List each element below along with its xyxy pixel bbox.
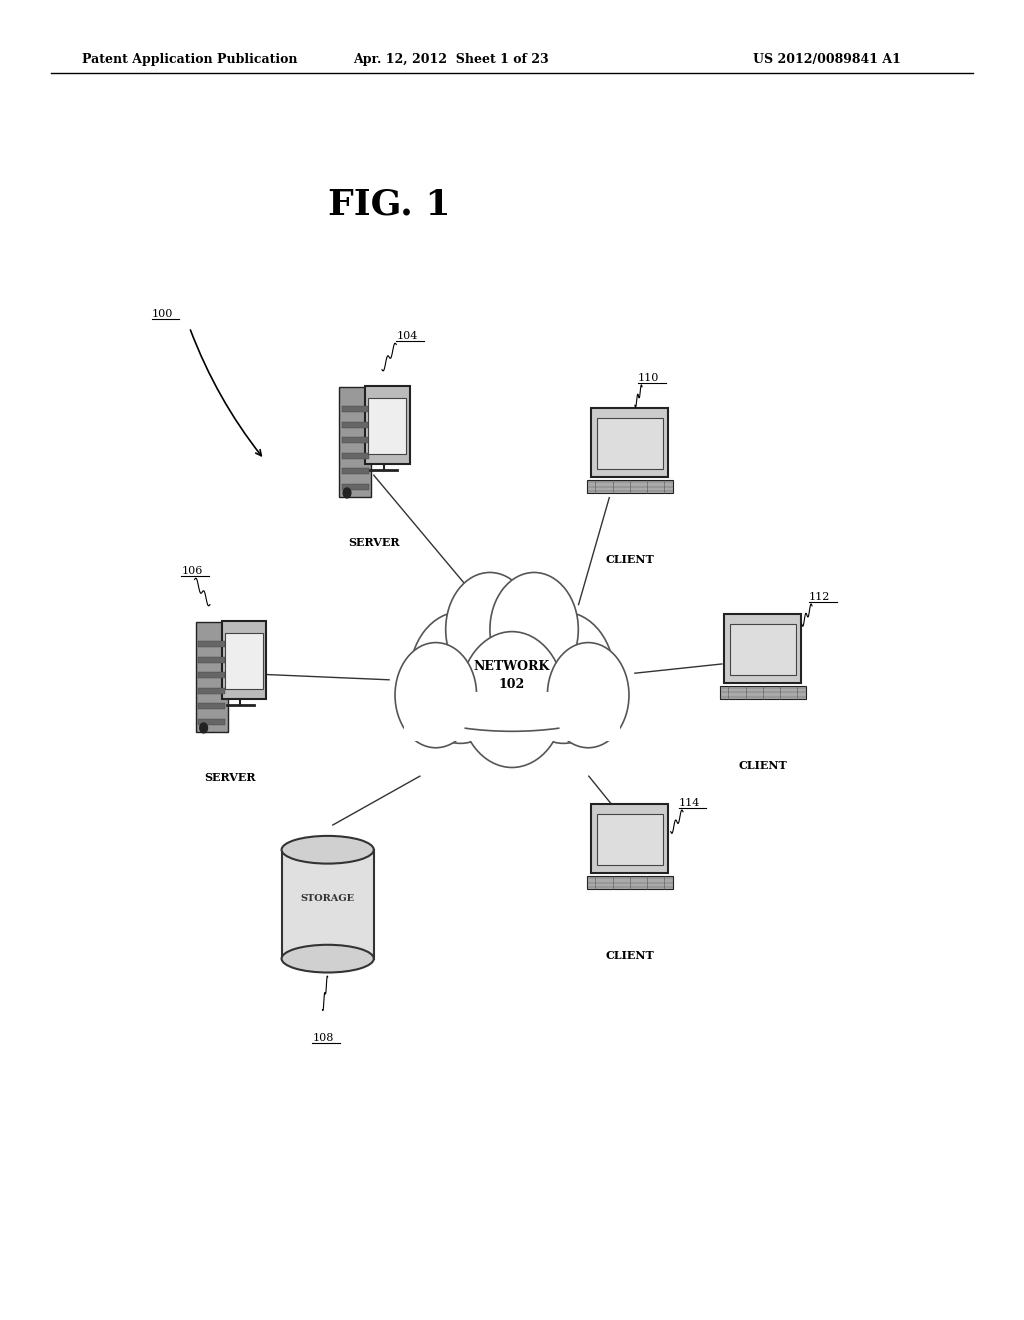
Bar bbox=[365, 387, 410, 463]
Text: 106: 106 bbox=[181, 565, 203, 576]
Text: FIG. 1: FIG. 1 bbox=[328, 187, 451, 222]
Bar bbox=[221, 622, 266, 698]
Circle shape bbox=[410, 612, 511, 743]
Ellipse shape bbox=[282, 945, 374, 973]
Bar bbox=[199, 718, 225, 725]
Text: Apr. 12, 2012  Sheet 1 of 23: Apr. 12, 2012 Sheet 1 of 23 bbox=[352, 53, 549, 66]
Bar bbox=[587, 480, 673, 494]
Text: 108: 108 bbox=[312, 1032, 334, 1043]
Ellipse shape bbox=[282, 836, 374, 863]
Text: 112: 112 bbox=[809, 591, 830, 602]
Bar bbox=[730, 624, 796, 675]
Text: NETWORK
102: NETWORK 102 bbox=[474, 660, 550, 692]
Bar bbox=[342, 453, 369, 459]
Circle shape bbox=[200, 723, 208, 733]
Bar bbox=[342, 422, 369, 428]
Text: STORAGE: STORAGE bbox=[301, 894, 354, 903]
Bar bbox=[403, 692, 621, 741]
Text: SERVER: SERVER bbox=[205, 772, 256, 783]
Bar bbox=[282, 850, 374, 958]
Bar bbox=[199, 672, 225, 678]
Text: CLIENT: CLIENT bbox=[605, 950, 654, 961]
Bar bbox=[369, 397, 407, 454]
Text: CLIENT: CLIENT bbox=[605, 554, 654, 565]
Text: 104: 104 bbox=[396, 330, 418, 341]
Text: US 2012/0089841 A1: US 2012/0089841 A1 bbox=[754, 53, 901, 66]
Text: CLIENT: CLIENT bbox=[738, 760, 787, 771]
Bar bbox=[342, 469, 369, 474]
Bar bbox=[597, 814, 663, 865]
Bar bbox=[587, 876, 673, 890]
Bar bbox=[225, 632, 263, 689]
Bar bbox=[597, 418, 663, 469]
Circle shape bbox=[513, 612, 614, 743]
Bar bbox=[592, 804, 668, 873]
Circle shape bbox=[395, 643, 476, 747]
Bar bbox=[199, 657, 225, 663]
Circle shape bbox=[445, 573, 535, 686]
Circle shape bbox=[489, 573, 579, 686]
Circle shape bbox=[460, 632, 564, 767]
Text: 100: 100 bbox=[152, 309, 173, 319]
Circle shape bbox=[455, 581, 569, 730]
Circle shape bbox=[343, 488, 351, 498]
Text: 114: 114 bbox=[679, 797, 700, 808]
Bar bbox=[196, 622, 227, 733]
Text: 110: 110 bbox=[638, 372, 659, 383]
Bar bbox=[342, 407, 369, 412]
Bar bbox=[342, 437, 369, 444]
Bar bbox=[720, 686, 806, 700]
Text: Patent Application Publication: Patent Application Publication bbox=[82, 53, 297, 66]
Circle shape bbox=[548, 643, 629, 747]
Bar bbox=[199, 704, 225, 709]
Bar bbox=[339, 387, 371, 498]
Text: SERVER: SERVER bbox=[348, 537, 399, 548]
Bar bbox=[199, 642, 225, 647]
Bar bbox=[342, 483, 369, 490]
Bar bbox=[199, 688, 225, 694]
Bar bbox=[592, 408, 668, 477]
Bar bbox=[725, 614, 801, 682]
